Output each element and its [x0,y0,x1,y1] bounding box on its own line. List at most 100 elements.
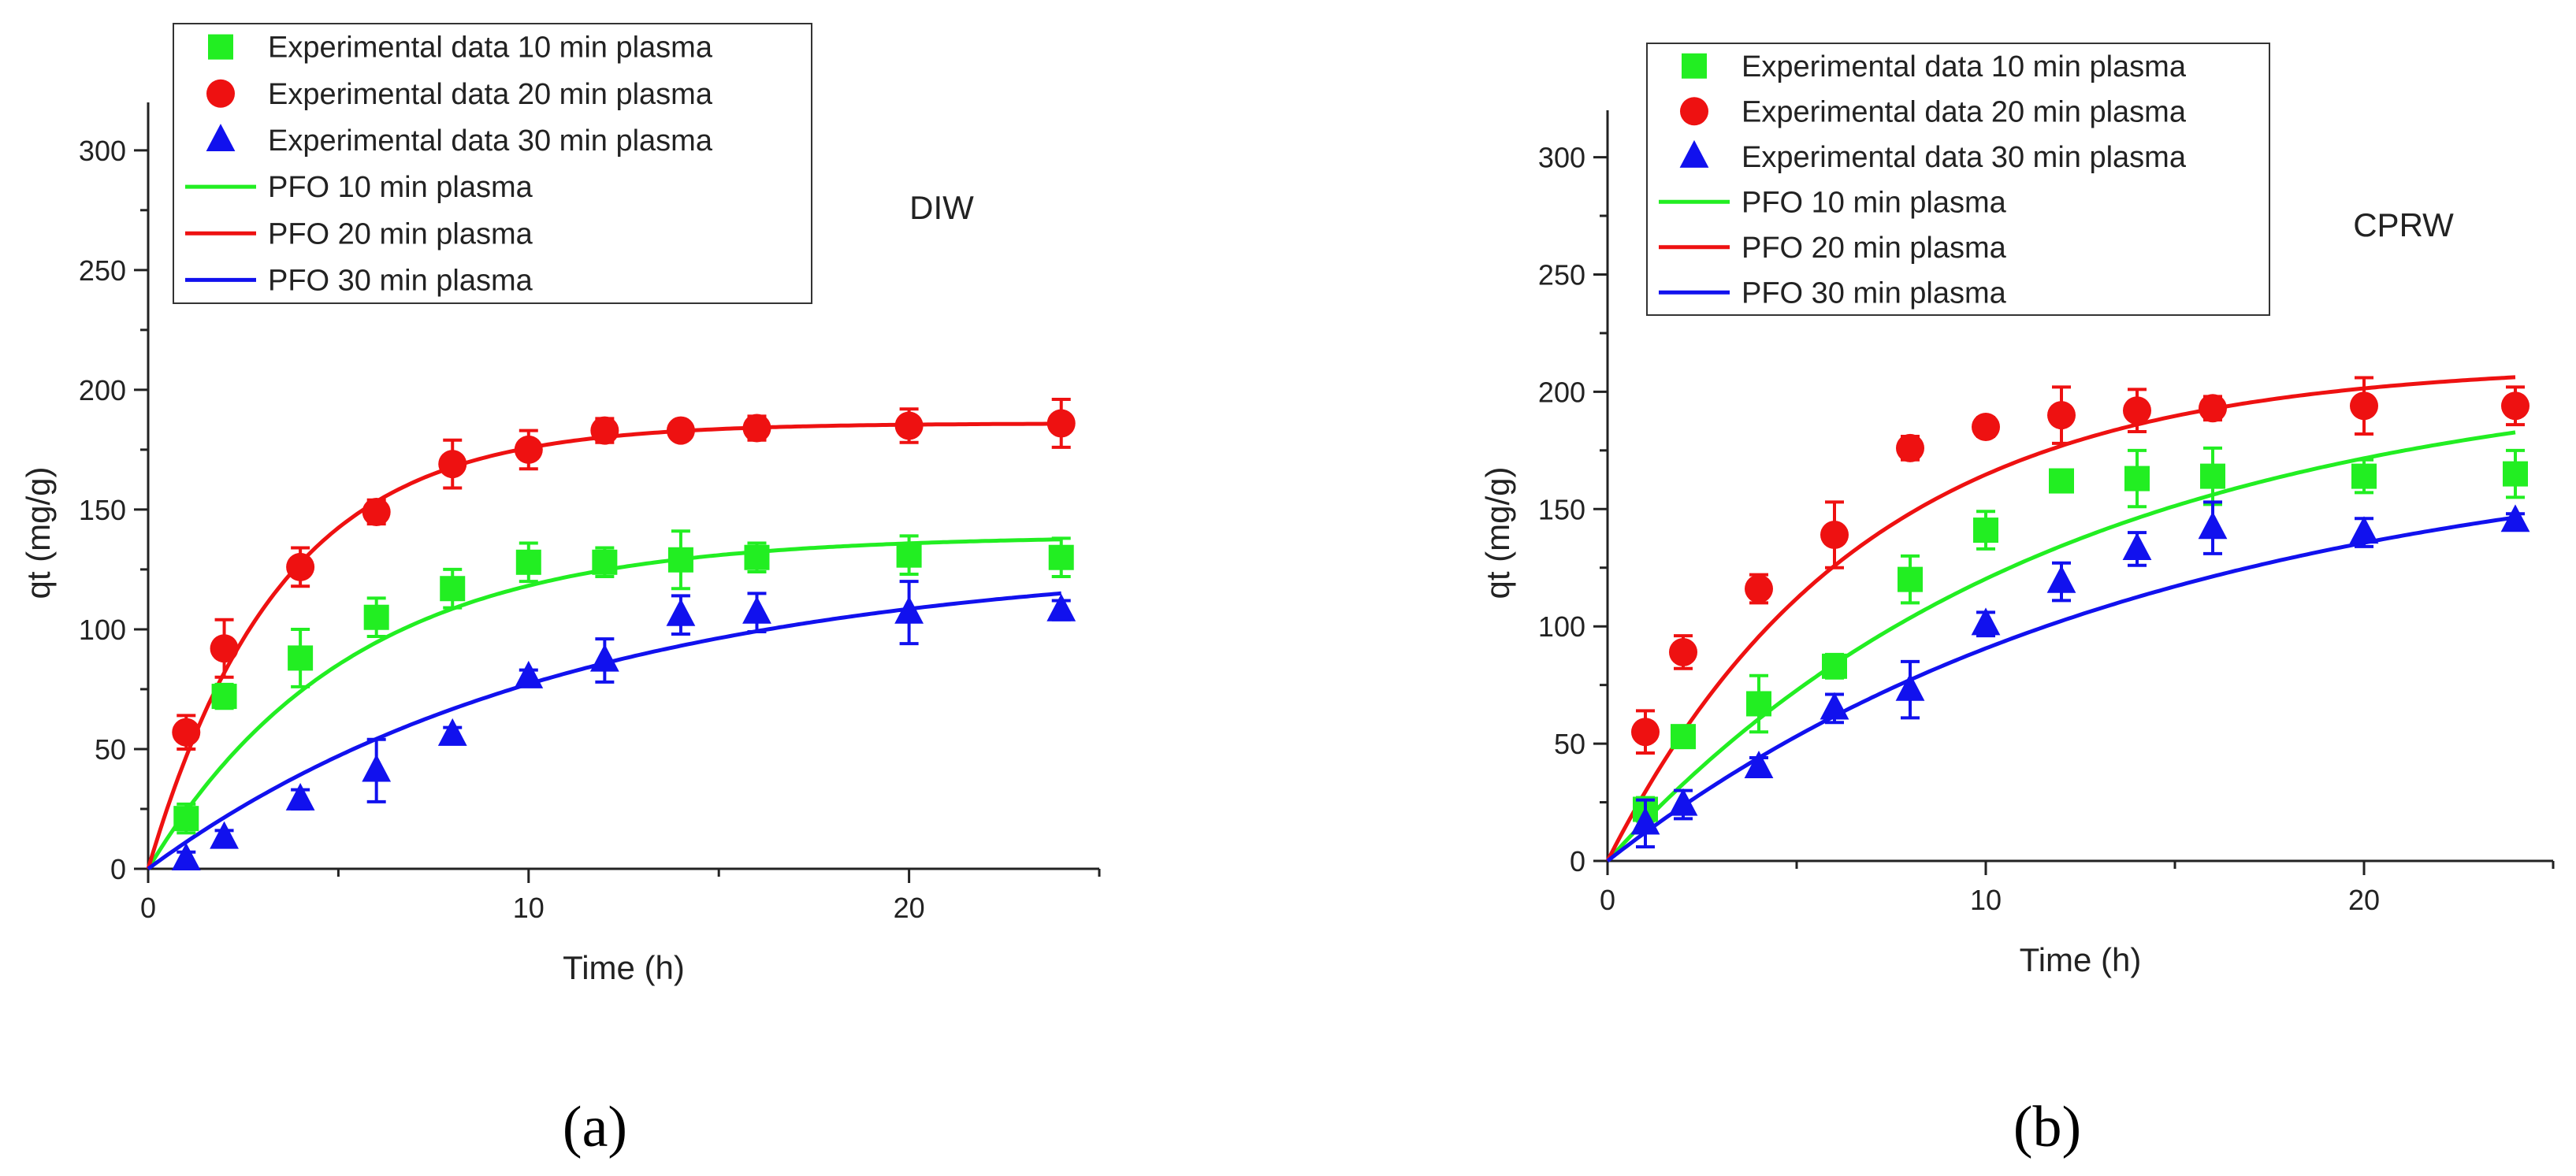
legend-label: PFO 20 min plasma [268,217,533,250]
data-point [2049,468,2074,494]
legend-marker [206,124,236,152]
y-tick-label: 300 [79,135,126,167]
legend-marker [1679,139,1709,168]
y-tick-label: 100 [1538,610,1585,643]
data-point [437,718,467,746]
legend-marker [1682,53,1707,79]
x-tick-label: 10 [513,892,545,924]
legend-label: Experimental data 10 min plasma [268,32,713,65]
x-axis-title: Time (h) [2020,941,2142,978]
data-point [1046,409,1076,438]
data-point [894,411,924,440]
data-point [2122,532,2152,561]
data-point [171,843,201,870]
data-point [210,634,239,663]
data-point [363,604,389,630]
data-point [515,549,541,575]
data-point [1046,593,1076,621]
y-tick-label: 250 [79,254,126,287]
data-point [589,644,619,672]
data-point [173,806,199,832]
data-point [286,552,315,581]
data-point [438,450,467,479]
data-point [1746,691,1771,717]
x-tick-label: 0 [1600,884,1615,916]
data-point [211,684,237,710]
data-point [285,782,315,811]
data-point [362,754,392,782]
data-point [1972,413,2000,442]
data-point [440,576,466,602]
y-tick-label: 200 [1538,376,1585,408]
x-axis-title: Time (h) [563,949,685,986]
legend-label: Experimental data 10 min plasma [1741,50,2187,83]
data-point [1896,433,1924,462]
data-point [514,435,543,464]
legend-label: PFO 30 min plasma [1741,276,2007,310]
y-tick-label: 250 [1538,258,1585,291]
data-point [1971,607,2001,636]
data-point [172,718,201,747]
data-point [288,645,314,671]
data-point [1671,724,1696,750]
data-point [590,416,619,445]
data-point [1820,521,1849,550]
y-tick-label: 50 [95,733,126,766]
legend-marker [206,79,235,108]
data-point [362,497,391,526]
data-point [514,660,544,688]
data-point [2503,461,2528,487]
legend-box [1646,43,2270,316]
data-point [742,414,771,443]
data-point [1822,653,1847,679]
annotation: CPRW [2353,206,2454,243]
data-point [2350,391,2378,421]
panel-label: (b) [2013,1095,2081,1159]
legend-label: PFO 20 min plasma [1741,232,2007,265]
x-tick-label: 20 [894,892,925,924]
y-axis-title: qt (mg/g) [20,466,57,599]
legend-label: PFO 30 min plasma [268,264,533,297]
data-point [2123,396,2151,425]
fit-line [147,591,1061,871]
data-point [210,821,239,849]
y-axis-title: qt (mg/g) [1479,466,1516,599]
data-point [744,544,770,570]
y-tick-label: 100 [79,614,126,646]
data-point [2500,504,2530,532]
data-point [896,542,922,568]
data-point [1630,807,1660,835]
data-point [1895,673,1925,701]
data-point [666,598,696,626]
data-point [894,595,924,624]
data-point [1820,692,1849,720]
data-point [666,416,695,445]
fit-line [146,537,1061,870]
data-point [2047,401,2076,430]
data-point [2046,565,2076,593]
legend-label: Experimental data 30 min plasma [268,124,713,158]
fit-line [1606,430,2516,863]
legend-marker [1680,97,1708,126]
x-tick-label: 10 [1970,884,2002,916]
data-point [1668,788,1698,816]
x-tick-label: 0 [140,892,156,924]
y-tick-label: 0 [110,853,126,885]
data-point [1048,544,1074,570]
data-point [2198,511,2228,540]
data-point [2351,463,2377,489]
data-point [1744,751,1774,778]
data-point [2200,463,2225,489]
data-point [592,549,618,575]
annotation: DIW [909,189,974,226]
y-tick-label: 50 [1554,728,1585,760]
data-point [1973,518,1998,543]
data-point [2501,391,2530,421]
legend-label: PFO 10 min plasma [268,171,533,204]
data-point [742,595,771,624]
y-tick-label: 150 [1538,493,1585,525]
data-point [2124,466,2150,492]
data-point [2199,394,2227,423]
x-tick-label: 20 [2348,884,2380,916]
